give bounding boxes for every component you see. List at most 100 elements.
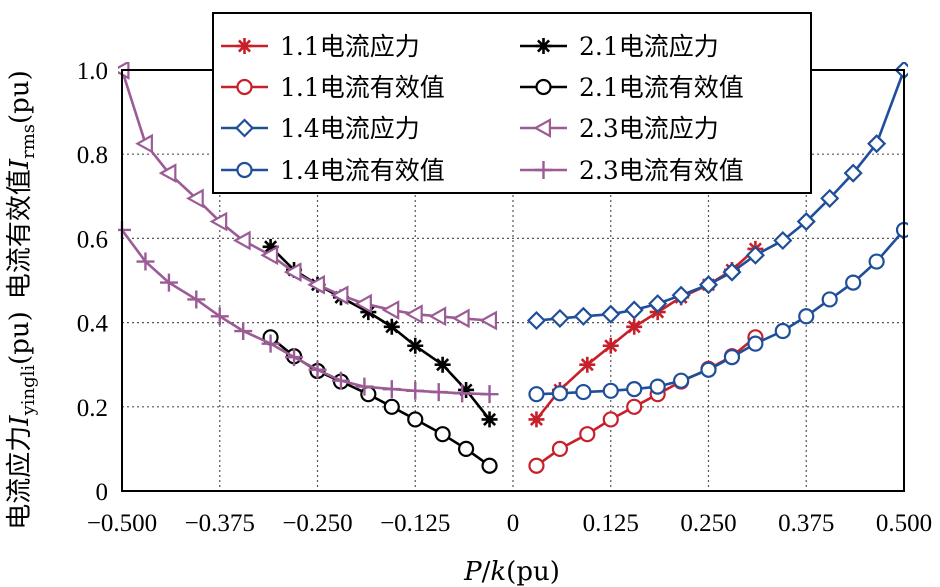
y-label-sub1: yingli bbox=[18, 365, 39, 417]
legend-entry: 2.1电流应力 bbox=[520, 32, 719, 61]
data-point bbox=[407, 411, 424, 428]
data-point bbox=[575, 383, 592, 401]
data-point bbox=[453, 384, 472, 403]
data-point bbox=[700, 361, 717, 378]
x-tick-label: 0.500 bbox=[876, 510, 932, 537]
y-tick-label: 0.8 bbox=[77, 142, 108, 169]
data-point bbox=[579, 426, 596, 443]
data-point bbox=[673, 372, 690, 389]
legend-entry: 1.1电流有效值 bbox=[221, 73, 445, 102]
y-tick-label: 0.4 bbox=[77, 311, 109, 338]
legend-entry: 1.4电流有效值 bbox=[221, 156, 445, 185]
data-point bbox=[457, 440, 475, 457]
data-point bbox=[135, 133, 153, 154]
data-point bbox=[159, 273, 178, 292]
x-label-k: k bbox=[490, 557, 506, 587]
data-point bbox=[626, 381, 643, 398]
y-label-unit1: (pu) bbox=[5, 311, 35, 365]
data-point bbox=[158, 163, 177, 184]
data-point bbox=[187, 290, 206, 309]
data-point bbox=[723, 349, 741, 366]
legend-entry: 1.4电流应力 bbox=[221, 114, 420, 143]
data-point bbox=[798, 308, 815, 325]
legend-marker bbox=[535, 78, 552, 96]
data-point bbox=[843, 163, 863, 183]
data-point bbox=[820, 188, 840, 208]
data-point bbox=[602, 382, 619, 399]
legend-box bbox=[212, 12, 812, 194]
data-point bbox=[624, 300, 644, 320]
y-label-part2: 电流有效值 bbox=[5, 169, 35, 299]
series-7 bbox=[528, 221, 908, 403]
data-point bbox=[355, 377, 374, 396]
data-point bbox=[307, 274, 325, 295]
data-point bbox=[428, 306, 447, 327]
legend-label: 1.4电流应力 bbox=[280, 114, 420, 143]
data-point bbox=[671, 285, 691, 305]
legend-label: 1.1电流有效值 bbox=[280, 73, 445, 102]
data-point bbox=[551, 440, 569, 457]
data-point bbox=[626, 398, 643, 415]
y-tick-label: 1.0 bbox=[77, 58, 108, 85]
y-tick-label: 0 bbox=[96, 479, 109, 506]
data-point bbox=[186, 188, 204, 209]
x-label-p: P bbox=[463, 557, 482, 587]
data-point bbox=[626, 318, 643, 335]
series-line bbox=[120, 229, 490, 396]
x-tick-label: 0 bbox=[507, 510, 520, 537]
data-point bbox=[648, 294, 668, 314]
data-point bbox=[481, 411, 498, 428]
data-point bbox=[451, 308, 470, 329]
legend-marker bbox=[534, 161, 553, 179]
data-point bbox=[407, 337, 424, 354]
legend-label: 1.4电流有效值 bbox=[280, 156, 445, 185]
data-point bbox=[698, 275, 719, 295]
legend-label: 2.3电流有效值 bbox=[579, 156, 744, 185]
data-point bbox=[383, 318, 400, 335]
y-label-i1: I bbox=[5, 415, 35, 427]
legend-marker bbox=[535, 38, 552, 54]
series-line bbox=[120, 69, 490, 322]
data-point bbox=[550, 308, 570, 328]
legend: 1.1电流应力 2.1电流应力 1.1电流有效值 2.1电流有效值 1.4电流应力 2.3… bbox=[212, 12, 812, 194]
x-tick-label: −0.500 bbox=[87, 510, 157, 537]
data-point bbox=[480, 385, 499, 404]
data-point bbox=[383, 398, 400, 415]
x-axis-label: P/k(pu) bbox=[463, 557, 560, 587]
data-point bbox=[308, 360, 327, 379]
legend-entry: 1.1电流应力 bbox=[221, 32, 420, 61]
data-point bbox=[381, 300, 400, 320]
x-axis-ticks: −0.500 −0.375 −0.250 −0.125 0 0.125 0.250 0.375… bbox=[87, 510, 932, 537]
legend-marker bbox=[236, 161, 253, 179]
legend-marker bbox=[234, 118, 255, 138]
series-6 bbox=[118, 62, 498, 331]
x-label-slash: / bbox=[482, 557, 491, 587]
data-point bbox=[209, 211, 228, 232]
data-point bbox=[360, 304, 377, 321]
data-point bbox=[528, 457, 545, 474]
data-point bbox=[285, 348, 304, 367]
data-point bbox=[429, 383, 448, 402]
data-point bbox=[526, 310, 547, 331]
data-point bbox=[434, 426, 451, 443]
data-point bbox=[528, 386, 545, 403]
x-tick-label: 0.375 bbox=[778, 510, 834, 537]
series-8 bbox=[118, 220, 499, 404]
data-point bbox=[601, 304, 621, 324]
y-label-part1: 电流应力 bbox=[5, 426, 35, 530]
data-point bbox=[234, 322, 253, 341]
data-point bbox=[867, 134, 887, 154]
legend-label: 2.1电流有效值 bbox=[579, 73, 744, 102]
legend-marker bbox=[236, 38, 253, 54]
data-point bbox=[745, 245, 765, 265]
x-label-unit: (pu) bbox=[506, 557, 560, 587]
data-point bbox=[382, 380, 401, 399]
x-tick-label: −0.375 bbox=[185, 510, 255, 537]
data-point bbox=[528, 411, 545, 428]
x-tick-label: −0.125 bbox=[380, 510, 450, 537]
data-point bbox=[404, 304, 423, 325]
data-point bbox=[573, 306, 593, 326]
data-point bbox=[262, 238, 279, 255]
x-tick-label: 0.250 bbox=[680, 510, 736, 537]
